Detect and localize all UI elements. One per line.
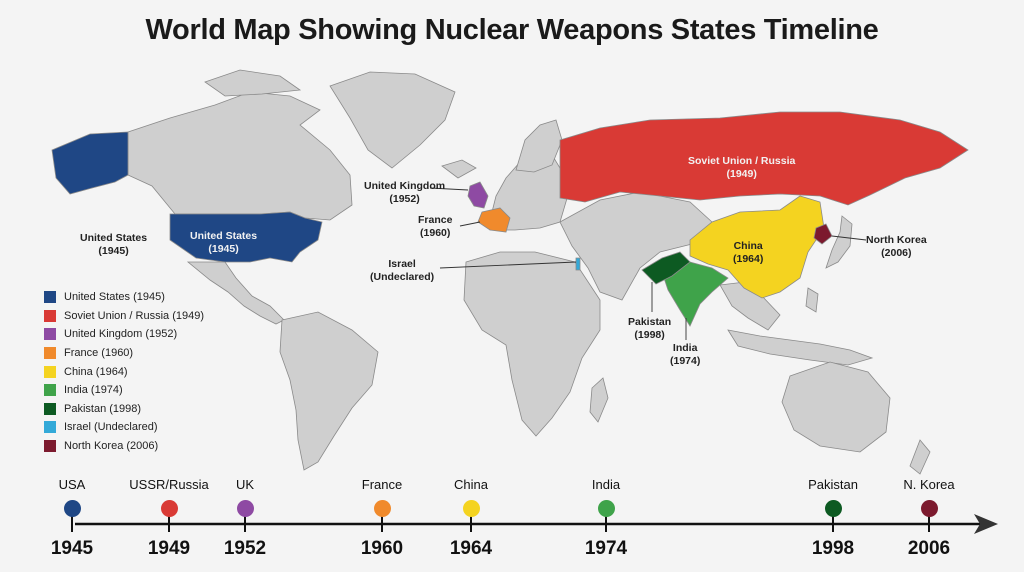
india-region: [661, 261, 729, 327]
africa-land: [463, 251, 601, 437]
usa-region: [169, 211, 323, 263]
mexico-central-america-land: [186, 261, 285, 325]
usa-inside-label: United States (1945): [190, 230, 258, 255]
legend-item: France (1960): [44, 344, 204, 363]
legend-item: India (1974): [44, 381, 204, 400]
alaska-region: [51, 131, 129, 195]
timeline-ticks: [71, 516, 930, 532]
north-korea-region: [813, 223, 833, 245]
uk-label: United Kingdom (1952): [364, 180, 446, 205]
legend-item: United States (1945): [44, 288, 204, 307]
timeline-arrow-icon: [974, 514, 998, 534]
nkorea-leader-line: [831, 235, 867, 241]
japan-land: [825, 215, 853, 269]
israel-region: [575, 257, 581, 271]
russia-region: [559, 111, 969, 206]
israel-label: Israel (Undeclared): [370, 258, 435, 283]
philippines-land: [805, 287, 819, 313]
legend-item: Soviet Union / Russia (1949): [44, 307, 204, 326]
legend-item: Israel (Undeclared): [44, 418, 204, 437]
canada-islands-land: [204, 69, 302, 97]
india-label: India (1974): [670, 342, 701, 367]
uk-leader-line: [429, 187, 469, 191]
france-leader-line: [459, 221, 481, 227]
map-legend: United States (1945) Soviet Union / Russ…: [44, 288, 204, 455]
russia-label: Soviet Union / Russia (1949): [688, 155, 796, 180]
uk-region: [467, 181, 489, 209]
pakistan-region: [641, 251, 691, 285]
israel-leader-line: [439, 261, 577, 269]
legend-item: North Korea (2006): [44, 437, 204, 456]
south-america-land: [279, 311, 379, 471]
new-zealand-land: [909, 439, 931, 475]
iceland-land: [441, 159, 477, 179]
map-title: World Map Showing Nuclear Weapons States…: [145, 14, 879, 46]
greenland-land: [329, 71, 456, 169]
pakistan-label: Pakistan (1998): [628, 316, 672, 341]
nkorea-label: North Korea (2006): [866, 234, 927, 259]
china-region: [689, 195, 825, 299]
usa-outside-label: United States (1945): [80, 232, 148, 257]
legend-item: United Kingdom (1952): [44, 325, 204, 344]
indonesia-land: [727, 329, 874, 366]
madagascar-land: [589, 377, 609, 423]
france-label: France (1960): [418, 214, 453, 239]
australia-land: [781, 361, 891, 453]
scandinavia-land: [515, 119, 563, 173]
legend-item: China (1964): [44, 362, 204, 381]
china-label: China (1964): [733, 240, 764, 265]
legend-item: Pakistan (1998): [44, 400, 204, 419]
canada-land: [127, 91, 353, 221]
